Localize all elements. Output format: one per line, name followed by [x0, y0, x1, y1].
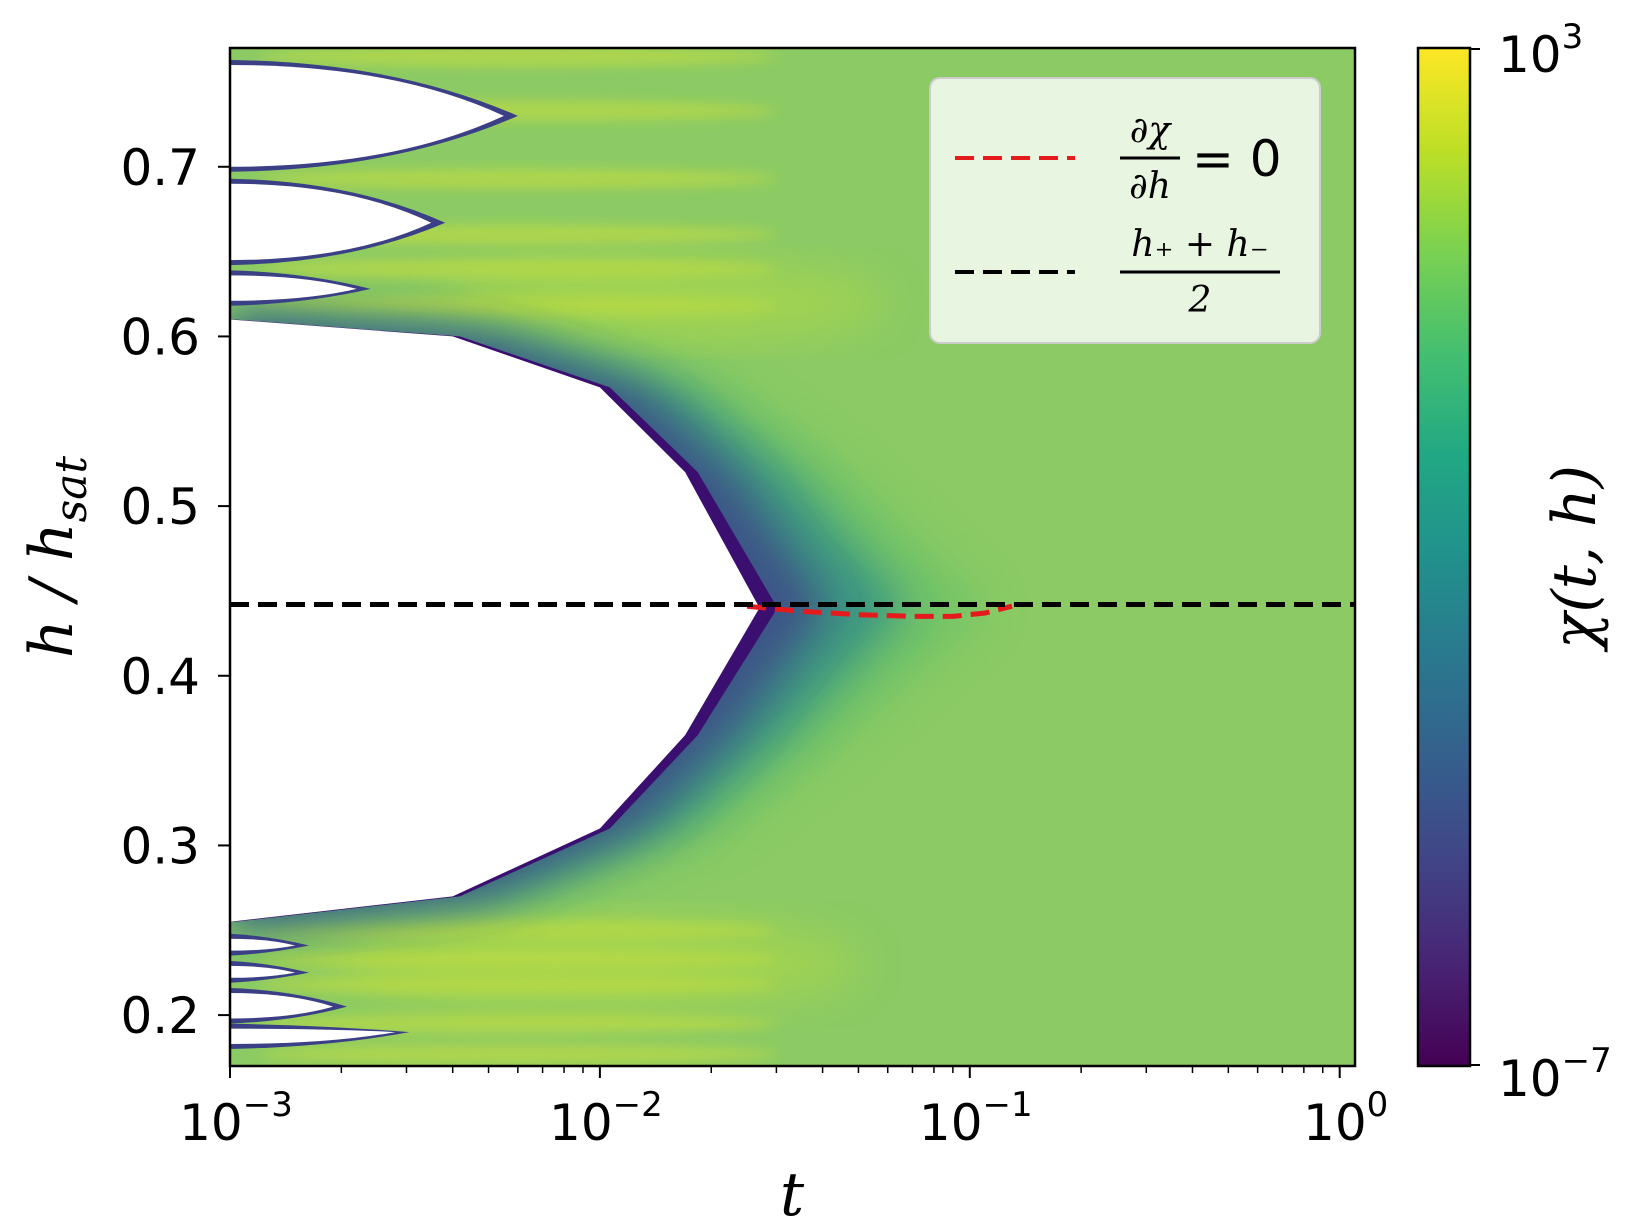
x-tick-label: 10−2 — [549, 1085, 663, 1152]
colorbar-label: χ(t, h) — [1540, 465, 1610, 653]
heatmap-masked-finger — [230, 965, 296, 978]
legend-label-denominator: 2 — [1188, 280, 1212, 321]
legend: ∂χ ∂h = 0 h₊ + h₋ 2 — [929, 77, 1321, 344]
x-tick-label: 10−1 — [919, 1085, 1033, 1152]
heatmap-ridge — [257, 1044, 778, 1065]
y-axis-label: h / hsat — [17, 456, 97, 658]
y-tick-label: 0.3 — [120, 817, 200, 875]
y-tick-label: 0.2 — [120, 987, 200, 1045]
heatmap-masked-finger — [230, 993, 334, 1019]
y-tick-label: 0.4 — [120, 648, 200, 706]
legend-label-rhs: = 0 — [1192, 130, 1282, 188]
heatmap-ridge — [257, 168, 778, 189]
heatmap-masked-finger — [230, 1028, 396, 1044]
y-tick-label: 0.7 — [120, 139, 200, 197]
plot-frame — [228, 46, 1357, 1068]
x-axis-label: t — [780, 1160, 805, 1228]
heatmap-masked-finger — [230, 64, 504, 167]
heatmap-lobe — [445, 262, 886, 343]
x-tick-label: 10−3 — [179, 1085, 293, 1152]
heatmap-masked-finger — [230, 275, 357, 301]
legend-label-numerator: ∂χ — [1130, 110, 1173, 151]
series-line-0 — [746, 603, 1013, 619]
y-tick-label: 0.5 — [120, 478, 200, 536]
legend-box — [929, 77, 1321, 344]
heatmap-masked-region — [230, 319, 760, 922]
colorbar: 103 10−7 χ(t, h) — [1416, 17, 1612, 1108]
legend-label-denominator: ∂h — [1129, 166, 1171, 207]
y-tick-label: 0.6 — [120, 308, 200, 366]
colorbar-min-label: 10−7 — [1498, 1041, 1612, 1108]
legend-label-numerator: h₊ + h₋ — [1131, 224, 1268, 265]
heatmap-ridge — [257, 48, 778, 67]
heatmap-masked-finger — [230, 183, 432, 261]
axes: 10−3 10−2 10−1 100 0.2 0.3 0.4 0.5 0.6 0.7 t h / hs… — [17, 46, 1388, 1228]
x-tick-label: 100 — [1303, 1085, 1388, 1152]
heatmap-ridge — [257, 1013, 778, 1034]
heatmap-lobe — [339, 919, 860, 1010]
colorbar-gradient — [1416, 46, 1472, 1068]
heatmap-masked-finger — [230, 938, 296, 951]
colorbar-max-label: 103 — [1498, 17, 1583, 84]
